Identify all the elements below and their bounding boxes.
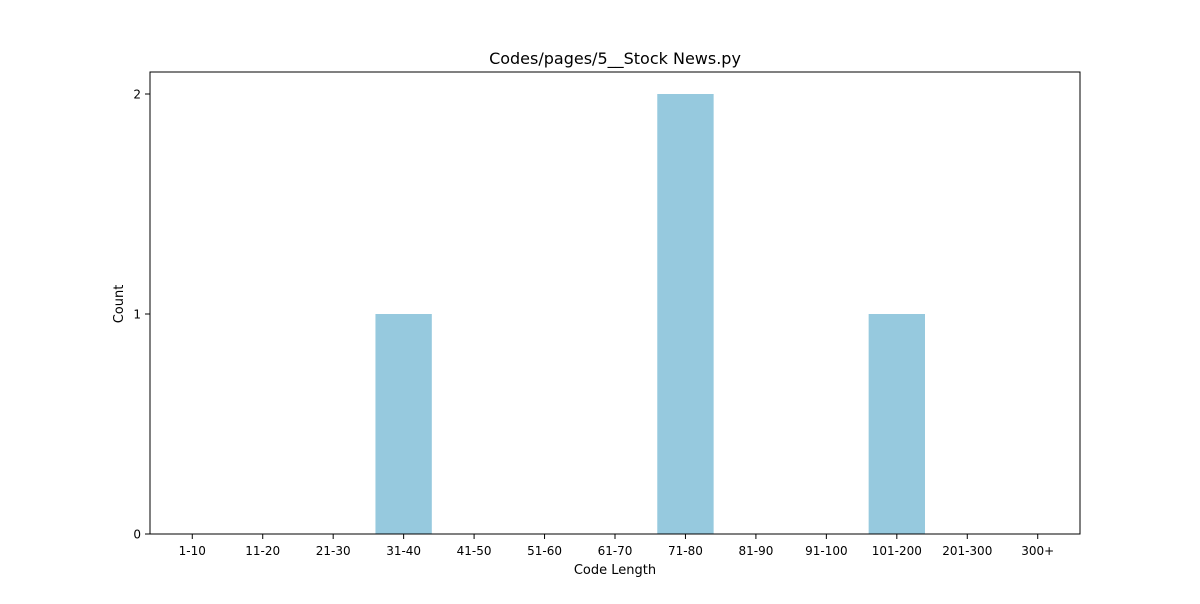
x-axis-ticks: 1-10 11-20 21-30 31-40 41-50 51-60 61-70 71-80 8… bbox=[179, 534, 1054, 558]
y-axis-label: Count bbox=[112, 285, 127, 324]
x-tick-label: 31-40 bbox=[386, 544, 421, 558]
x-tick-label: 101-200 bbox=[872, 544, 922, 558]
x-tick-label: 201-300 bbox=[942, 544, 992, 558]
x-tick-label: 41-50 bbox=[457, 544, 492, 558]
y-tick-label: 0 bbox=[133, 528, 141, 542]
x-tick-label: 21-30 bbox=[316, 544, 351, 558]
x-tick-label: 1-10 bbox=[179, 544, 206, 558]
chart-title: Codes/pages/5__Stock News.py bbox=[489, 49, 741, 69]
x-tick-label: 81-90 bbox=[738, 544, 773, 558]
x-tick-label: 71-80 bbox=[668, 544, 703, 558]
y-axis-ticks: 0 1 2 bbox=[133, 88, 150, 542]
y-tick-label: 1 bbox=[133, 308, 141, 322]
bars-layer bbox=[375, 94, 925, 534]
x-tick-label: 300+ bbox=[1021, 544, 1054, 558]
x-tick-label: 11-20 bbox=[245, 544, 280, 558]
bar-71-80 bbox=[657, 94, 714, 534]
bar-101-200 bbox=[868, 314, 925, 534]
bar-31-40 bbox=[375, 314, 432, 534]
x-tick-label: 91-100 bbox=[805, 544, 848, 558]
x-axis-label: Code Length bbox=[574, 563, 656, 578]
x-tick-label: 51-60 bbox=[527, 544, 562, 558]
x-tick-label: 61-70 bbox=[598, 544, 633, 558]
y-tick-label: 2 bbox=[133, 88, 141, 102]
